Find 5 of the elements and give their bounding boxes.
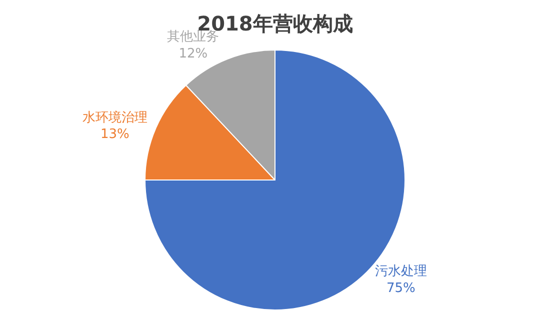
data-label: 75% xyxy=(386,280,416,296)
slice-label: 污水处理 xyxy=(374,264,427,279)
data-label: 13% xyxy=(100,127,130,142)
data-label: 12% xyxy=(178,46,208,62)
slice-label: 水环境治理 xyxy=(82,109,148,126)
